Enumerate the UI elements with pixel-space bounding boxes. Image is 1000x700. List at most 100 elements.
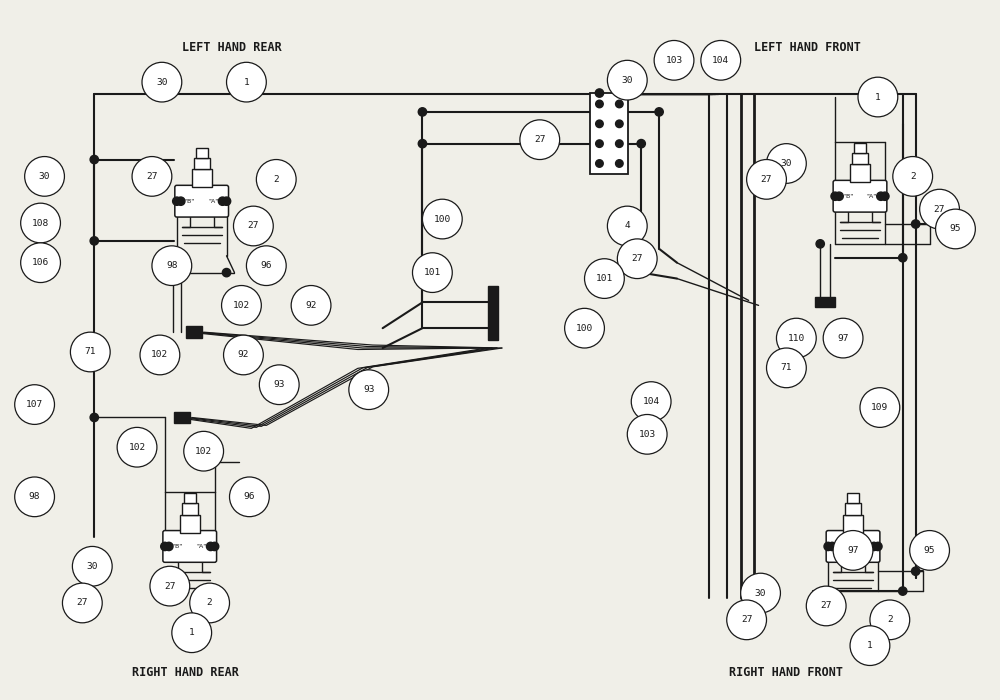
Circle shape — [165, 542, 173, 551]
Circle shape — [831, 192, 839, 200]
Bar — [847, 493, 859, 503]
Bar — [590, 93, 628, 174]
Text: 103: 103 — [639, 430, 656, 439]
Text: 93: 93 — [273, 380, 285, 389]
Circle shape — [767, 348, 806, 388]
Circle shape — [62, 583, 102, 623]
Text: 104: 104 — [712, 56, 729, 65]
Bar — [488, 286, 498, 340]
Circle shape — [860, 388, 900, 428]
Text: 92: 92 — [238, 351, 249, 360]
Circle shape — [259, 365, 299, 405]
Circle shape — [850, 626, 890, 666]
Text: 110: 110 — [788, 334, 805, 342]
Text: LEFT HAND FRONT: LEFT HAND FRONT — [754, 41, 860, 54]
Circle shape — [747, 160, 786, 199]
Circle shape — [90, 237, 98, 245]
Text: 93: 93 — [363, 385, 374, 394]
Text: 30: 30 — [781, 159, 792, 168]
Circle shape — [607, 60, 647, 100]
Text: 103: 103 — [665, 56, 683, 65]
Circle shape — [142, 62, 182, 102]
Text: 27: 27 — [534, 135, 546, 144]
Bar — [854, 143, 866, 153]
Bar — [845, 503, 861, 514]
Circle shape — [893, 157, 933, 196]
Circle shape — [824, 542, 832, 551]
Text: 104: 104 — [643, 397, 660, 406]
Circle shape — [595, 89, 604, 97]
Text: 27: 27 — [164, 582, 176, 591]
Text: 96: 96 — [261, 261, 272, 270]
Text: 1: 1 — [244, 78, 249, 87]
Bar — [174, 412, 190, 424]
Bar — [852, 153, 868, 164]
Text: 97: 97 — [847, 546, 859, 555]
Circle shape — [727, 600, 767, 640]
Text: 1: 1 — [867, 641, 873, 650]
Text: 106: 106 — [32, 258, 49, 267]
Circle shape — [150, 566, 190, 606]
Text: 98: 98 — [29, 492, 40, 501]
Circle shape — [616, 120, 623, 127]
Bar — [182, 503, 198, 514]
Bar — [180, 514, 200, 533]
Text: 2: 2 — [207, 598, 212, 608]
Text: "A": "A" — [860, 544, 870, 549]
Circle shape — [422, 199, 462, 239]
Circle shape — [161, 542, 169, 551]
Text: "B": "B" — [843, 194, 853, 199]
Text: 30: 30 — [755, 589, 766, 598]
Text: 102: 102 — [233, 301, 250, 310]
Text: 96: 96 — [244, 492, 255, 501]
Text: RIGHT HAND REAR: RIGHT HAND REAR — [132, 666, 239, 679]
Circle shape — [874, 542, 882, 551]
Circle shape — [173, 269, 181, 276]
Text: 27: 27 — [248, 221, 259, 230]
Text: 2: 2 — [910, 172, 916, 181]
Circle shape — [132, 157, 172, 196]
Text: "B": "B" — [185, 199, 195, 204]
Circle shape — [15, 477, 54, 517]
Circle shape — [222, 286, 261, 326]
Bar — [815, 298, 835, 307]
Circle shape — [912, 220, 920, 228]
Bar — [186, 326, 202, 338]
Text: 30: 30 — [39, 172, 50, 181]
Text: 101: 101 — [596, 274, 613, 283]
Text: 100: 100 — [576, 323, 593, 332]
Text: 27: 27 — [77, 598, 88, 608]
Circle shape — [596, 160, 603, 167]
Circle shape — [210, 542, 219, 551]
Bar — [196, 148, 208, 158]
Circle shape — [15, 385, 54, 424]
Circle shape — [912, 567, 920, 575]
Circle shape — [224, 335, 263, 375]
Circle shape — [70, 332, 110, 372]
Circle shape — [190, 583, 230, 623]
Text: 92: 92 — [305, 301, 317, 310]
Text: 109: 109 — [871, 403, 889, 412]
Circle shape — [627, 414, 667, 454]
Text: 27: 27 — [820, 601, 832, 610]
Circle shape — [701, 41, 741, 80]
Circle shape — [585, 259, 624, 298]
Circle shape — [877, 192, 885, 200]
Circle shape — [596, 140, 603, 148]
Circle shape — [616, 140, 623, 148]
Bar — [843, 514, 863, 533]
Circle shape — [858, 77, 898, 117]
Text: 71: 71 — [781, 363, 792, 372]
FancyBboxPatch shape — [833, 181, 887, 212]
Text: "A": "A" — [197, 544, 207, 549]
Text: "B": "B" — [173, 544, 183, 549]
FancyBboxPatch shape — [826, 531, 880, 562]
Circle shape — [616, 100, 623, 108]
FancyBboxPatch shape — [175, 186, 229, 217]
Circle shape — [218, 197, 227, 205]
Circle shape — [178, 413, 186, 421]
Text: 27: 27 — [741, 615, 752, 624]
Circle shape — [172, 613, 212, 652]
Circle shape — [881, 192, 889, 200]
Circle shape — [936, 209, 975, 248]
